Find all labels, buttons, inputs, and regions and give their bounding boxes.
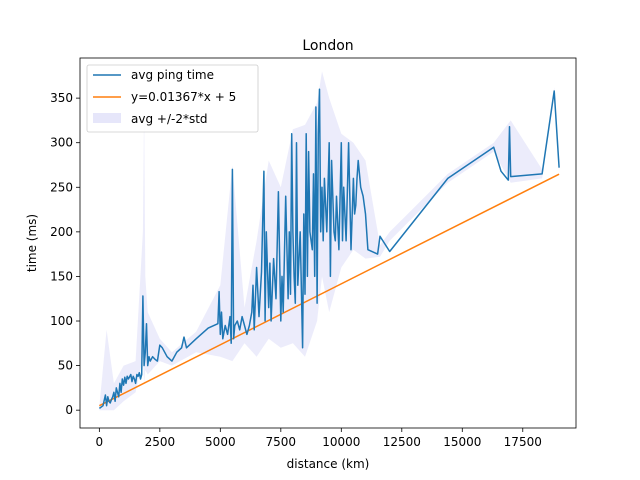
x-tick-label: 12500 bbox=[383, 435, 421, 449]
y-axis: 0 50 100 150 200 250 300 350 bbox=[50, 91, 80, 417]
legend-box bbox=[86, 64, 259, 133]
y-tick-label: 100 bbox=[50, 314, 73, 328]
x-axis: 0 2500 5000 7500 10000 12500 15000 17500 bbox=[96, 428, 542, 449]
y-tick-label: 50 bbox=[58, 359, 73, 373]
y-tick-label: 150 bbox=[50, 269, 73, 283]
y-tick-label: 250 bbox=[50, 180, 73, 194]
series-layer bbox=[98, 88, 560, 409]
avg-ping-line bbox=[98, 88, 560, 409]
x-tick-label: 5000 bbox=[205, 435, 236, 449]
y-tick-label: 300 bbox=[50, 136, 73, 150]
y-tick-label: 350 bbox=[50, 91, 73, 105]
legend-label-band: avg +/-2*std bbox=[131, 112, 208, 126]
fit-line bbox=[99, 173, 560, 407]
legend-label-fit: y=0.01367*x + 5 bbox=[131, 90, 236, 104]
plot-frame bbox=[79, 57, 577, 429]
legend: avg ping time y=0.01367*x + 5 avg +/-2*s… bbox=[86, 64, 259, 133]
legend-swatch-band bbox=[93, 113, 121, 123]
x-tick-label: 2500 bbox=[145, 435, 176, 449]
x-tick-label: 15000 bbox=[443, 435, 481, 449]
y-axis-label: time (ms) bbox=[25, 214, 39, 272]
y-tick-label: 200 bbox=[50, 225, 73, 239]
legend-label-avg: avg ping time bbox=[131, 68, 214, 82]
chart-title: London bbox=[302, 38, 353, 54]
x-tick-label: 0 bbox=[96, 435, 104, 449]
y-tick-label: 0 bbox=[65, 403, 73, 417]
x-tick-label: 7500 bbox=[266, 435, 297, 449]
x-axis-label: distance (km) bbox=[287, 457, 370, 471]
x-tick-label: 10000 bbox=[322, 435, 360, 449]
x-tick-label: 17500 bbox=[504, 435, 542, 449]
